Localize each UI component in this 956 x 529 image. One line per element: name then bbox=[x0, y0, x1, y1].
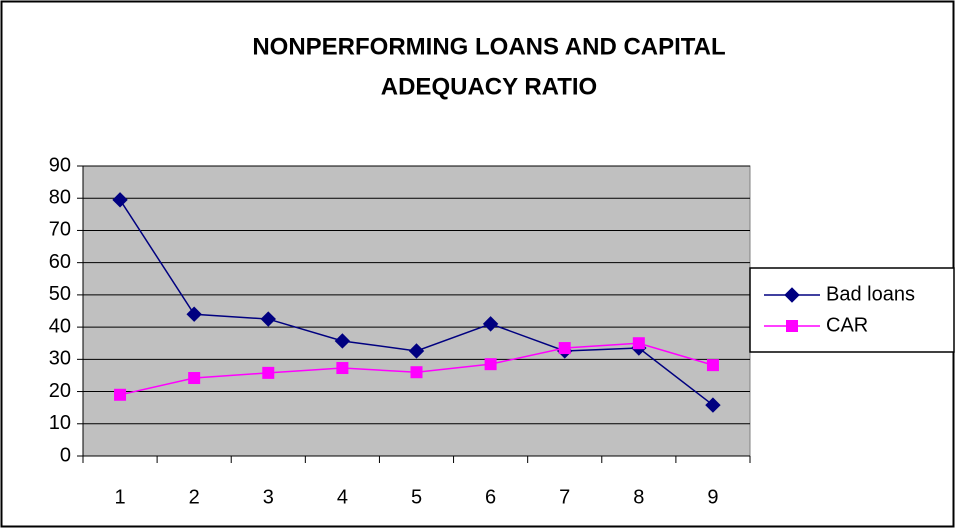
data-point bbox=[484, 358, 497, 371]
y-tick-label: 50 bbox=[49, 283, 71, 305]
x-tick-label: 7 bbox=[559, 486, 570, 508]
y-tick-label: 20 bbox=[49, 380, 71, 402]
chart-title: NONPERFORMING LOANS AND CAPITAL bbox=[252, 33, 725, 60]
y-tick-label: 40 bbox=[49, 315, 71, 337]
legend-label: Bad loans bbox=[826, 283, 915, 305]
data-point bbox=[260, 311, 276, 327]
x-tick-label: 8 bbox=[633, 486, 644, 508]
legend-box bbox=[749, 267, 955, 353]
data-point bbox=[706, 359, 719, 372]
y-tick-label: 0 bbox=[60, 444, 71, 466]
data-point bbox=[705, 397, 721, 413]
x-tick-label: 6 bbox=[485, 486, 496, 508]
data-point bbox=[188, 372, 201, 385]
data-point bbox=[262, 366, 275, 379]
data-point bbox=[112, 192, 128, 208]
data-point bbox=[408, 343, 425, 359]
legend-marker bbox=[786, 320, 798, 332]
x-tick-label: 2 bbox=[189, 486, 200, 508]
y-tick-label: 30 bbox=[49, 348, 71, 370]
data-point bbox=[482, 316, 499, 332]
x-tick-label: 1 bbox=[114, 486, 125, 508]
x-tick-label: 9 bbox=[707, 486, 718, 508]
data-point bbox=[186, 306, 202, 322]
y-tick-label: 60 bbox=[49, 251, 71, 273]
data-point bbox=[410, 366, 423, 379]
y-tick-label: 90 bbox=[49, 154, 71, 176]
legend-marker bbox=[784, 287, 800, 303]
data-point bbox=[334, 333, 351, 349]
y-tick-label: 10 bbox=[49, 412, 71, 434]
data-point bbox=[114, 388, 127, 401]
data-point bbox=[632, 337, 645, 350]
x-tick-label: 4 bbox=[337, 486, 348, 508]
data-point bbox=[558, 342, 571, 355]
y-tick-label: 80 bbox=[49, 187, 71, 209]
legend-label: CAR bbox=[826, 314, 868, 336]
plot-area bbox=[82, 165, 751, 457]
data-point bbox=[336, 362, 349, 375]
y-tick-label: 70 bbox=[49, 219, 71, 241]
x-tick-label: 3 bbox=[263, 486, 274, 508]
x-tick-label: 5 bbox=[411, 486, 422, 508]
chart-title: ADEQUACY RATIO bbox=[381, 73, 597, 100]
